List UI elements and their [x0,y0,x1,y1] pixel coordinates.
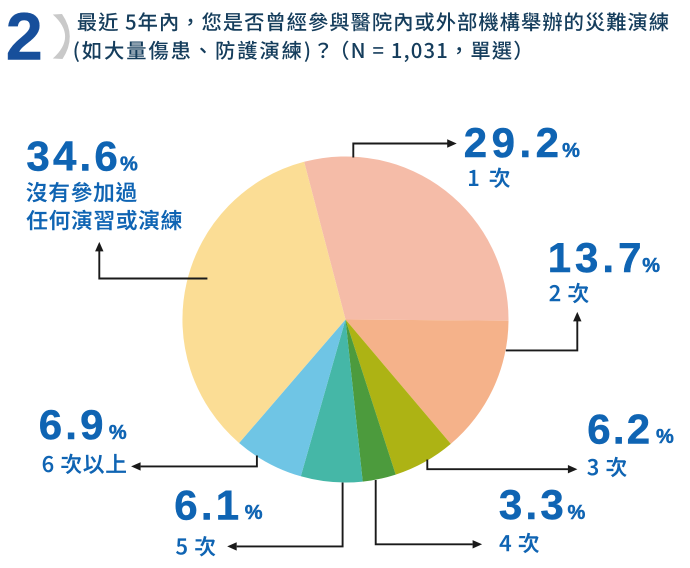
svg-text:34.6: 34.6 [26,133,121,180]
svg-text:29.2: 29.2 [464,119,564,166]
svg-text:6.2: 6.2 [587,405,652,452]
svg-text:%: % [642,255,660,277]
svg-text:6.9: 6.9 [39,401,107,448]
svg-text:%: % [568,502,586,524]
svg-text:%: % [109,422,127,444]
svg-text:%: % [120,154,138,176]
svg-text:6.1: 6.1 [174,482,242,529]
svg-text:%: % [245,502,263,524]
svg-text:%: % [562,140,580,162]
svg-text:2: 2 [6,1,43,75]
svg-text:13.7: 13.7 [548,234,646,281]
svg-text:3.3: 3.3 [499,481,567,528]
svg-text:%: % [656,426,674,448]
